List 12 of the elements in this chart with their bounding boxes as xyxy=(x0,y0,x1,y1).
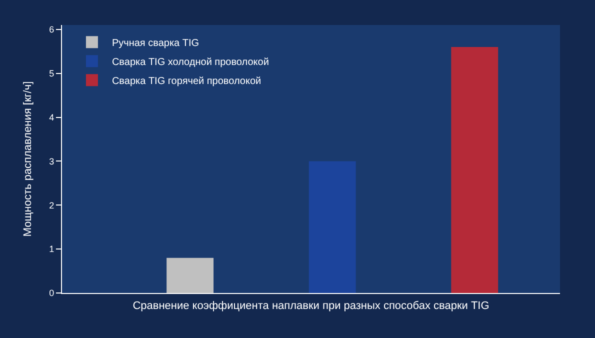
y-tick-label: 0 xyxy=(49,288,54,298)
y-tick-label: 6 xyxy=(49,24,54,35)
legend-label: Ручная сварка TIG xyxy=(112,38,200,50)
x-axis-title: Сравнение коэффициента наплавки при разных способах сварки TIG xyxy=(132,300,490,312)
y-tick-label: 3 xyxy=(49,156,54,166)
y-tick-label: 4 xyxy=(49,112,54,122)
y-tick-label: 1 xyxy=(49,244,54,254)
legend-label: Сварка TIG горячей проволокой xyxy=(112,76,262,88)
y-tick-label: 2 xyxy=(49,200,54,210)
y-tick-label: 5 xyxy=(49,68,54,78)
legend-label: Сварка TIG холодной проволокой xyxy=(112,57,269,68)
y-axis-title: Мощность расплавления [кг/ч] xyxy=(22,81,34,237)
